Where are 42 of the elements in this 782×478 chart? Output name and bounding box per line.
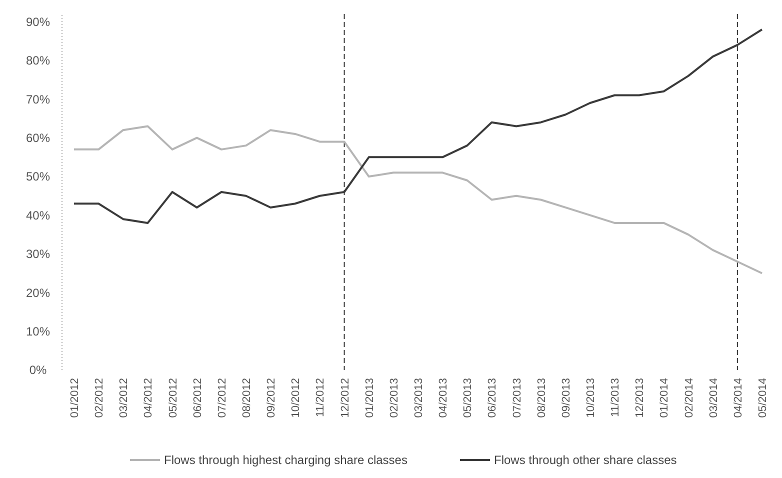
y-tick-label: 50% bbox=[26, 170, 50, 184]
x-tick-label: 12/2012 bbox=[339, 378, 352, 418]
x-tick-label: 02/2012 bbox=[94, 378, 106, 418]
x-tick-label: 01/2013 bbox=[364, 378, 376, 418]
line-series bbox=[73, 125, 763, 274]
x-tick-label: 03/2012 bbox=[118, 378, 130, 418]
x-tick-label: 06/2013 bbox=[486, 378, 499, 418]
x-tick-label: 04/2013 bbox=[438, 378, 450, 418]
x-tick-label: 11/2013 bbox=[610, 378, 622, 417]
y-tick-label: 0% bbox=[29, 363, 47, 378]
x-tick-label: 03/2013 bbox=[413, 378, 425, 418]
x-tick-label: 06/2012 bbox=[192, 378, 204, 418]
x-tick-label: 05/2014 bbox=[757, 378, 769, 418]
x-tick-label: 04/2014 bbox=[732, 378, 744, 418]
y-tick-label: 30% bbox=[26, 247, 50, 262]
legend-label: Flows through highest charging share classes bbox=[164, 453, 408, 467]
x-tick-label: 08/2012 bbox=[241, 378, 253, 418]
x-tick-label: 11/2012 bbox=[314, 378, 327, 417]
x-tick-label: 07/2012 bbox=[216, 378, 228, 418]
y-tick-label: 70% bbox=[26, 92, 50, 106]
x-tick-label: 10/2012 bbox=[290, 378, 302, 418]
x-tick-label: 01/2014 bbox=[658, 378, 671, 418]
y-tick-label: 10% bbox=[26, 324, 50, 339]
y-tick-label: 90% bbox=[26, 14, 50, 29]
x-tick-label: 10/2013 bbox=[585, 378, 597, 418]
y-tick-label: 60% bbox=[26, 131, 50, 146]
y-tick-label: 80% bbox=[26, 54, 50, 68]
x-tick-label: 01/2012 bbox=[69, 378, 81, 418]
y-tick-label: 20% bbox=[26, 286, 50, 300]
x-tick-label: 05/2012 bbox=[167, 378, 180, 418]
x-tick-label: 08/2013 bbox=[536, 378, 548, 418]
x-tick-label: 09/2013 bbox=[560, 378, 572, 418]
x-tick-label: 02/2014 bbox=[683, 378, 696, 418]
x-tick-label: 07/2013 bbox=[511, 378, 524, 418]
x-tick-label: 12/2013 bbox=[634, 378, 646, 418]
x-tick-label: 04/2012 bbox=[142, 378, 155, 418]
x-tick-label: 02/2013 bbox=[388, 378, 400, 418]
x-tick-label: 03/2014 bbox=[708, 378, 720, 418]
legend-label: Flows through other share classes bbox=[494, 453, 677, 467]
y-tick-label: 40% bbox=[26, 208, 50, 222]
x-tick-label: 09/2012 bbox=[266, 378, 278, 418]
x-tick-label: 05/2013 bbox=[462, 378, 474, 418]
